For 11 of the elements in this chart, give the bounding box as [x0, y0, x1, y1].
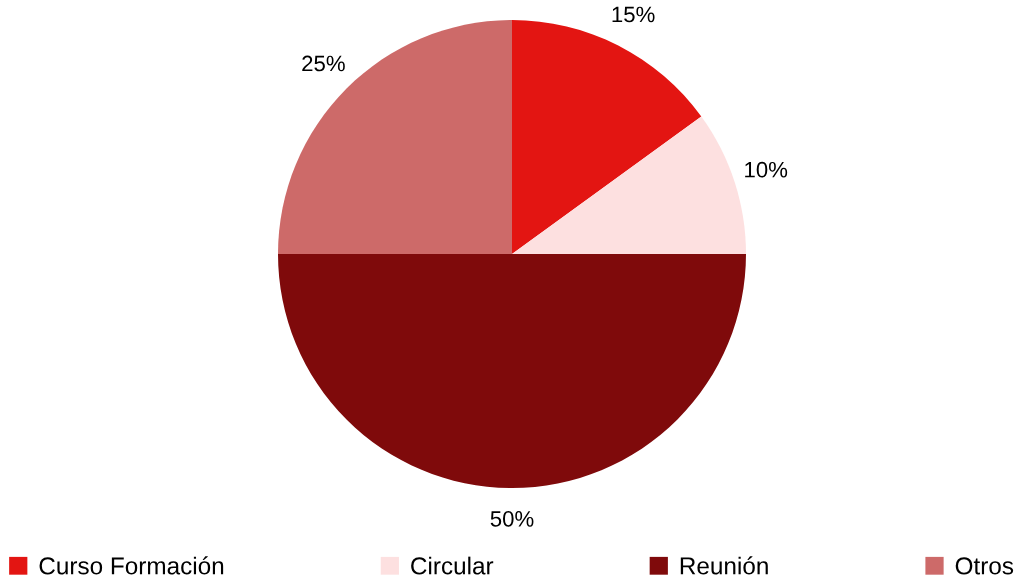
legend-label: Curso Formación [39, 556, 224, 575]
data-label: 50% [490, 510, 534, 527]
legend-label: Circular [411, 556, 494, 575]
data-label: 10% [745, 161, 788, 178]
pie-slice [512, 116, 746, 254]
pie-slice [278, 254, 746, 488]
pie-slice [278, 20, 512, 254]
legend-label: Reunión [680, 556, 768, 575]
data-label: 25% [302, 55, 345, 72]
legend-label: Otros [955, 557, 1014, 575]
data-label: 15% [612, 6, 655, 23]
